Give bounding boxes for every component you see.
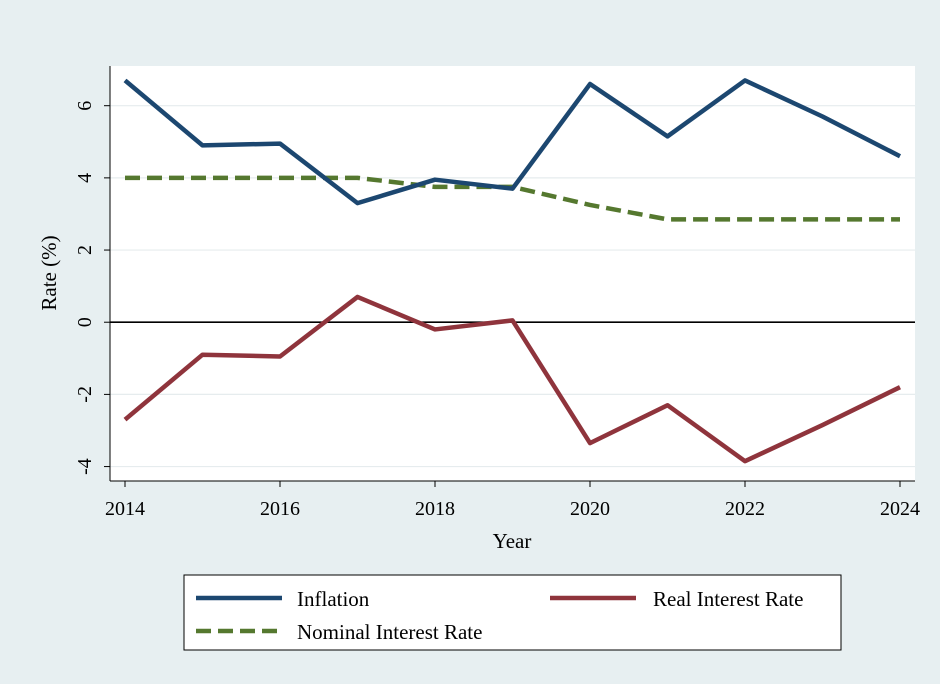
x-axis-title: Year [493, 529, 532, 553]
series-line-real-interest-rate [123, 294, 901, 464]
series-layer [123, 78, 902, 464]
x-tick-label: 2020 [570, 498, 610, 520]
x-axis-ticks: 2014 2016 2018 2020 2022 2024 [105, 481, 920, 520]
x-tick-label: 2024 [880, 498, 920, 520]
legend-label-real-interest-rate: Real Interest Rate [653, 587, 803, 611]
y-tick-label: 6 [74, 101, 96, 111]
y-axis-ticks: -4 -2 0 2 4 6 [74, 101, 110, 475]
x-tick-label: 2022 [725, 498, 765, 520]
y-tick-label: 2 [74, 245, 96, 255]
y-tick-label: 4 [74, 173, 96, 183]
y-axis-title: Rate (%) [37, 235, 61, 310]
legend-entries: Inflation Real Interest Rate Nominal Inter… [196, 587, 803, 644]
legend-box [183, 574, 842, 651]
x-tick-label: 2018 [415, 498, 455, 520]
x-tick-label: 2014 [105, 498, 145, 520]
series-line-inflation [123, 78, 902, 206]
legend: Inflation Real Interest Rate Nominal Inter… [183, 574, 842, 651]
x-tick-label: 2016 [260, 498, 300, 520]
plot-area [110, 66, 915, 481]
y-tick-label: 0 [74, 317, 96, 327]
legend-label-inflation: Inflation [297, 587, 370, 611]
y-tick-label: -4 [74, 458, 96, 475]
legend-label-nominal-interest-rate: Nominal Interest Rate [297, 620, 482, 644]
y-tick-label: -2 [74, 386, 96, 403]
